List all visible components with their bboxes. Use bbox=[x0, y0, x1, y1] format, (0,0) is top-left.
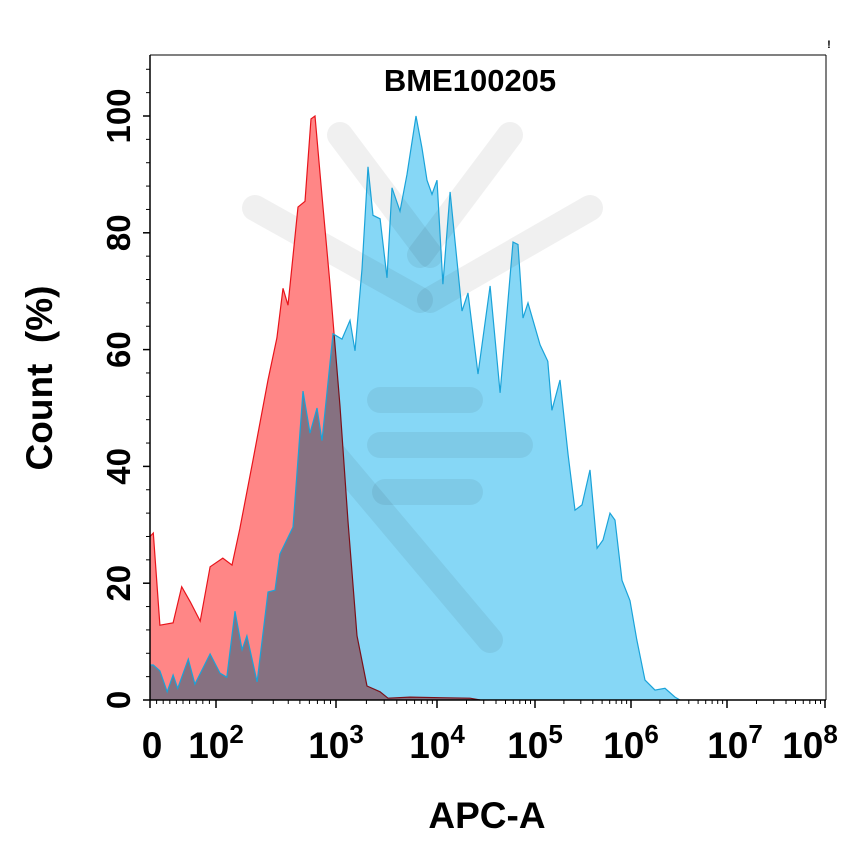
x-tick-label: 108 bbox=[782, 719, 838, 766]
y-tick-label: 0 bbox=[100, 691, 137, 709]
y-tick-label: 40 bbox=[100, 448, 137, 485]
x-tick-base: 0 bbox=[142, 725, 163, 766]
x-tick-exponent: 2 bbox=[229, 719, 243, 749]
series-2-line bbox=[150, 115, 681, 701]
x-tick-base: 10 bbox=[603, 725, 644, 766]
y-axis-label: Count (%) bbox=[19, 286, 60, 471]
x-tick-exponent: 3 bbox=[349, 719, 363, 749]
x-tick-label: 104 bbox=[409, 719, 465, 766]
x-tick-exponent: 8 bbox=[823, 719, 837, 749]
corner-mark: ! bbox=[827, 39, 831, 51]
x-tick-label: 0 bbox=[142, 725, 163, 766]
x-tick-base: 10 bbox=[507, 725, 548, 766]
chart-title: BME100205 bbox=[384, 63, 556, 98]
x-tick-base: 10 bbox=[707, 725, 748, 766]
x-tick-label: 106 bbox=[603, 719, 659, 766]
x-tick-exponent: 6 bbox=[644, 719, 658, 749]
x-tick-label: 105 bbox=[507, 719, 563, 766]
y-tick-label: 100 bbox=[100, 88, 137, 143]
series-2-area bbox=[150, 116, 681, 700]
x-tick-exponent: 5 bbox=[548, 719, 562, 749]
x-tick-label: 102 bbox=[188, 719, 244, 766]
x-tick-label: 103 bbox=[308, 719, 364, 766]
x-tick-base: 10 bbox=[409, 725, 450, 766]
x-tick-base: 10 bbox=[188, 725, 229, 766]
x-tick-label: 107 bbox=[707, 719, 763, 766]
x-tick-exponent: 7 bbox=[748, 719, 762, 749]
y-tick-label: 60 bbox=[100, 331, 137, 368]
x-tick-base: 10 bbox=[782, 725, 823, 766]
x-tick-base: 10 bbox=[308, 725, 349, 766]
y-tick-label: 20 bbox=[100, 565, 137, 602]
x-axis-label: APC-A bbox=[428, 795, 545, 836]
x-tick-exponent: 4 bbox=[450, 719, 465, 749]
series-1-area bbox=[150, 116, 481, 700]
y-tick-label: 80 bbox=[100, 214, 137, 251]
